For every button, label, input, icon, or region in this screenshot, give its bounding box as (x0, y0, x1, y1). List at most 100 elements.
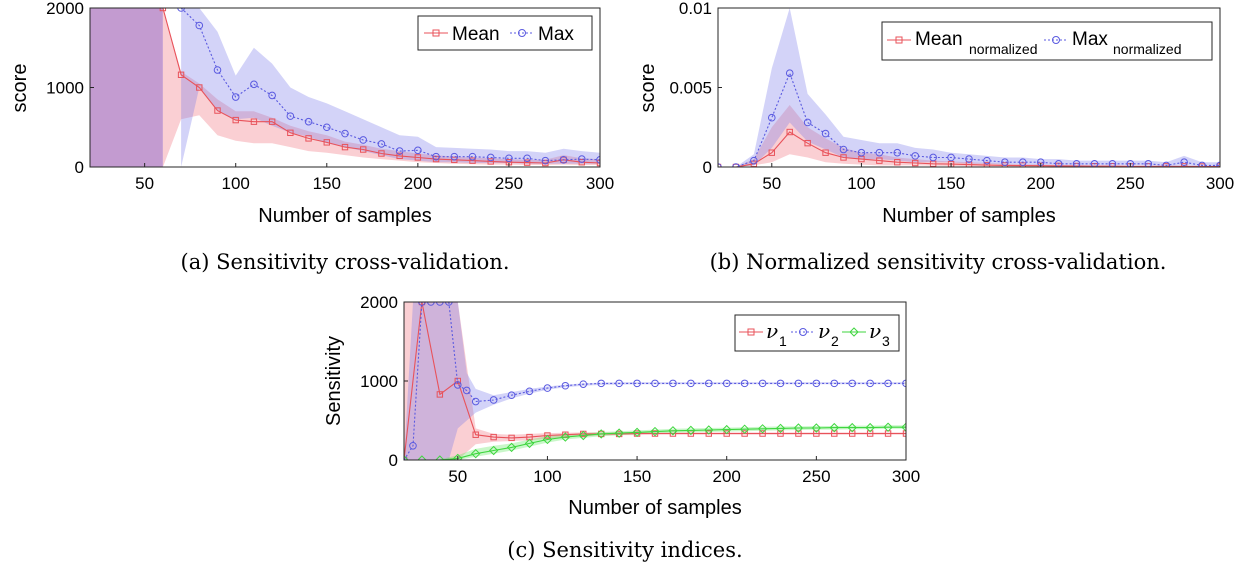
data-point-s1-15 (450, 152, 459, 161)
data-point-s1-2 (213, 66, 222, 74)
legend-label-max: Max (538, 24, 574, 45)
data-point-s1-26 (1180, 158, 1188, 167)
data-point-s2-23 (811, 423, 822, 433)
data-point-s1-24 (758, 379, 767, 388)
data-point-s1-11 (911, 152, 920, 160)
data-point-s0-4 (232, 116, 239, 124)
legend-subscript-max: normalized (1113, 41, 1181, 57)
legend-label-max: Max (1072, 29, 1108, 50)
plot-area (404, 302, 906, 460)
data-point-s0-21 (777, 430, 784, 437)
data-point-s1-31 (884, 379, 892, 388)
data-point-s1-23 (740, 379, 749, 388)
legend-label-mean: Mean (915, 29, 963, 50)
data-point-s1-22 (722, 379, 731, 388)
data-point-s2-1 (417, 455, 427, 460)
data-point-s1-2 (750, 156, 758, 165)
legend-marker-nu1 (747, 328, 755, 336)
data-point-s0-14 (414, 154, 422, 161)
data-point-s1-13 (414, 146, 422, 155)
data-point-s1-25 (776, 379, 785, 388)
data-point-s0-5 (250, 118, 258, 125)
y-axis-label: score (637, 64, 659, 113)
data-point-s2-15 (668, 426, 678, 436)
data-point-s1-17 (633, 379, 641, 388)
data-point-s0-17 (1019, 162, 1026, 167)
data-point-s2-10 (578, 430, 588, 441)
data-point-s1-7 (839, 145, 848, 154)
data-point-s0-22 (560, 156, 567, 164)
data-point-s0-3 (214, 107, 221, 114)
x-tick-label: 100 (533, 467, 561, 486)
data-point-s2-24 (829, 422, 839, 433)
legend-subscript-mean: normalized (969, 41, 1037, 57)
panel-c: 50 100 150 200 250 300 0 1000 2000 Number of sam… (323, 293, 920, 562)
x-tick-label: 200 (1027, 174, 1055, 193)
data-point-s1-7 (462, 386, 471, 395)
data-point-s1-28 (830, 379, 839, 388)
data-point-s1-22 (1108, 160, 1117, 167)
data-point-s0-7 (287, 129, 294, 137)
data-point-s2-22 (793, 423, 804, 433)
data-point-s1-20 (1072, 160, 1081, 167)
data-point-s0-2 (436, 391, 444, 398)
x-axis-label: Number of samples (568, 497, 741, 519)
data-point-s1-6 (286, 112, 295, 120)
data-point-s1-11 (525, 387, 534, 396)
data-point-s0-20 (759, 430, 766, 437)
data-point-s0-8 (305, 135, 312, 142)
y-tick-label: 0 (75, 158, 84, 177)
legend: Mean Max (417, 15, 593, 51)
legend-marker-nu2 (799, 328, 807, 336)
data-point-s1-21 (704, 379, 713, 388)
legend-box (734, 314, 900, 352)
y-tick-label: 0.01 (679, 0, 712, 18)
x-tick-label: 150 (937, 174, 965, 193)
data-point-s1-13 (947, 153, 955, 162)
data-point-s2-12 (614, 428, 624, 438)
x-tick-label: 250 (495, 174, 523, 193)
data-point-s2-0 (404, 455, 409, 460)
data-point-s1-23 (596, 156, 600, 164)
legend-label-nu1: ν (766, 319, 778, 343)
legend-marker-mean (432, 29, 440, 37)
x-axis-label: Number of samples (882, 205, 1055, 227)
panel-b: 50 100 150 200 250 300 0 0.005 0.01 Number of sa… (637, 0, 1234, 274)
data-point-s1-10 (893, 148, 902, 157)
data-point-s1-24 (1144, 160, 1153, 167)
y-tick-label: 0 (703, 158, 712, 177)
data-point-s1-26 (794, 379, 803, 388)
data-point-s1-20 (687, 379, 695, 388)
data-point-s0-19 (741, 430, 748, 437)
data-point-s1-22 (577, 155, 586, 163)
data-point-s0-3 (768, 149, 775, 156)
data-point-s0-23 (578, 159, 585, 166)
data-point-s2-7 (524, 438, 535, 449)
x-tick-label: 50 (135, 174, 154, 193)
caption-a: (a) Sensitivity cross-validation. (181, 250, 510, 274)
data-point-s0-5 (804, 139, 811, 147)
data-point-s2-4 (471, 448, 481, 459)
data-point-s1-8 (857, 148, 866, 157)
legend-marker-max (1052, 36, 1060, 44)
data-point-s0-26 (1180, 163, 1188, 167)
data-point-s0-1 (732, 163, 740, 167)
data-point-s0-11 (360, 146, 367, 153)
y-tick-label: 0 (389, 451, 398, 470)
data-point-s2-17 (704, 425, 714, 435)
data-point-s0-17 (705, 430, 712, 437)
data-point-s1-9 (875, 148, 884, 157)
data-point-s1-7 (304, 117, 313, 126)
x-tick-label: 250 (802, 467, 830, 486)
data-point-s1-17 (486, 153, 495, 162)
x-tick-label: 300 (892, 467, 920, 486)
data-point-s2-13 (632, 427, 642, 438)
data-point-s2-18 (722, 424, 732, 435)
confidence-band-1 (718, 8, 1220, 167)
data-point-s0-22 (795, 430, 802, 437)
data-point-s1-29 (848, 379, 857, 388)
x-tick-label: 300 (586, 174, 614, 193)
confidence-band-0 (404, 302, 906, 460)
data-point-s2-11 (596, 429, 606, 439)
